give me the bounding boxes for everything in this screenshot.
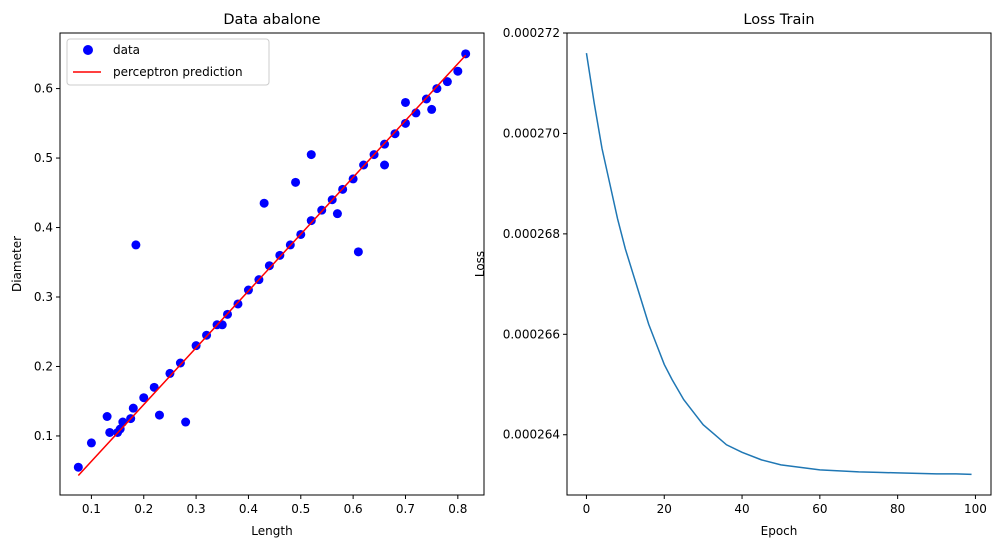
x-axis: 0 20 40 60 80 100 bbox=[583, 495, 987, 516]
x-tick-label: 20 bbox=[657, 502, 672, 516]
y-tick-label: 0.000270 bbox=[503, 126, 560, 140]
scatter-point bbox=[128, 403, 138, 413]
scatter-point bbox=[400, 97, 410, 107]
scatter-point bbox=[217, 320, 227, 330]
x-tick-label: 0.5 bbox=[291, 502, 310, 516]
x-axis-label: Epoch bbox=[761, 524, 798, 538]
scatter-point bbox=[102, 411, 112, 421]
y-tick-label: 0.000266 bbox=[503, 327, 560, 341]
scatter-point bbox=[191, 341, 201, 351]
scatter-point bbox=[348, 174, 358, 184]
scatter-point bbox=[73, 462, 83, 472]
x-tick-label: 0.8 bbox=[448, 502, 467, 516]
legend-box bbox=[66, 38, 270, 86]
y-tick-label: 0.000272 bbox=[503, 26, 560, 40]
scatter-point bbox=[453, 66, 463, 76]
scatter-point bbox=[427, 104, 437, 114]
scatter-point bbox=[118, 417, 128, 427]
scatter-point bbox=[332, 209, 342, 219]
y-tick-label: 0.000268 bbox=[503, 227, 560, 241]
scatter-point bbox=[154, 410, 164, 420]
y-tick-label: 0.6 bbox=[34, 82, 53, 96]
scatter-point bbox=[390, 129, 400, 139]
scatter-point bbox=[139, 393, 149, 403]
x-tick-label: 0 bbox=[583, 502, 591, 516]
y-tick-label: 0.2 bbox=[34, 359, 53, 373]
scatter-point bbox=[353, 247, 363, 257]
plot-area bbox=[585, 52, 972, 476]
scatter-point bbox=[461, 49, 471, 59]
loss-chart-panel: Loss Train 0 20 40 60 80 100 0.000264 0.000266… bbox=[473, 12, 992, 538]
scatter-point bbox=[105, 427, 115, 437]
x-axis-label: Length bbox=[251, 524, 292, 538]
x-tick-label: 80 bbox=[890, 502, 905, 516]
y-tick-label: 0.5 bbox=[34, 151, 53, 165]
plot-area bbox=[73, 49, 471, 477]
x-tick-label: 0.4 bbox=[239, 502, 258, 516]
chart-title: Data abalone bbox=[223, 12, 320, 28]
scatter-point bbox=[275, 250, 285, 260]
y-tick-label: 0.3 bbox=[34, 290, 53, 304]
legend-label-data: data bbox=[113, 43, 140, 57]
y-tick-label: 0.1 bbox=[34, 429, 53, 443]
scatter-point bbox=[233, 299, 243, 309]
scatter-point bbox=[264, 261, 274, 271]
series-line bbox=[77, 54, 467, 477]
scatter-point bbox=[165, 368, 175, 378]
y-axis-label: Diameter bbox=[10, 236, 24, 292]
scatter-point bbox=[306, 216, 316, 226]
x-tick-label: 0.7 bbox=[396, 502, 415, 516]
scatter-point bbox=[291, 177, 301, 187]
x-tick-label: 0.6 bbox=[344, 502, 363, 516]
x-tick-label: 0.2 bbox=[134, 502, 153, 516]
legend-marker-data bbox=[83, 45, 93, 55]
scatter-point bbox=[400, 118, 410, 128]
x-axis: 0.1 0.2 0.3 0.4 0.5 0.6 0.7 0.8 bbox=[82, 495, 467, 516]
y-tick-label: 0.4 bbox=[34, 221, 53, 235]
x-tick-label: 40 bbox=[734, 502, 749, 516]
y-axis-label: Loss bbox=[473, 251, 487, 277]
scatter-point bbox=[86, 438, 96, 448]
axes-frame bbox=[566, 32, 992, 496]
scatter-point bbox=[432, 84, 442, 94]
y-axis: 0.000264 0.000266 0.000268 0.000270 0.000272 bbox=[503, 26, 567, 442]
series-line bbox=[585, 52, 972, 476]
scatter-chart-panel: Data abalone 0.1 0.2 0.3 0.4 0.5 0.6 0.7 0.8 0.… bbox=[10, 12, 485, 538]
scatter-point bbox=[131, 240, 141, 250]
y-axis: 0.1 0.2 0.3 0.4 0.5 0.6 bbox=[34, 82, 60, 443]
axes-frame bbox=[59, 32, 485, 496]
legend: data perceptron prediction bbox=[66, 38, 270, 86]
scatter-point bbox=[306, 150, 316, 160]
scatter-point bbox=[380, 160, 390, 170]
scatter-point bbox=[149, 382, 159, 392]
x-tick-label: 0.3 bbox=[187, 502, 206, 516]
legend-label-prediction: perceptron prediction bbox=[113, 65, 243, 79]
x-tick-label: 100 bbox=[964, 502, 987, 516]
y-tick-label: 0.000264 bbox=[503, 428, 560, 442]
x-tick-label: 0.1 bbox=[82, 502, 101, 516]
chart-title: Loss Train bbox=[743, 12, 814, 28]
scatter-point bbox=[175, 358, 185, 368]
x-tick-label: 60 bbox=[812, 502, 827, 516]
scatter-point bbox=[181, 417, 191, 427]
scatter-point bbox=[442, 77, 452, 87]
scatter-point bbox=[259, 198, 269, 208]
